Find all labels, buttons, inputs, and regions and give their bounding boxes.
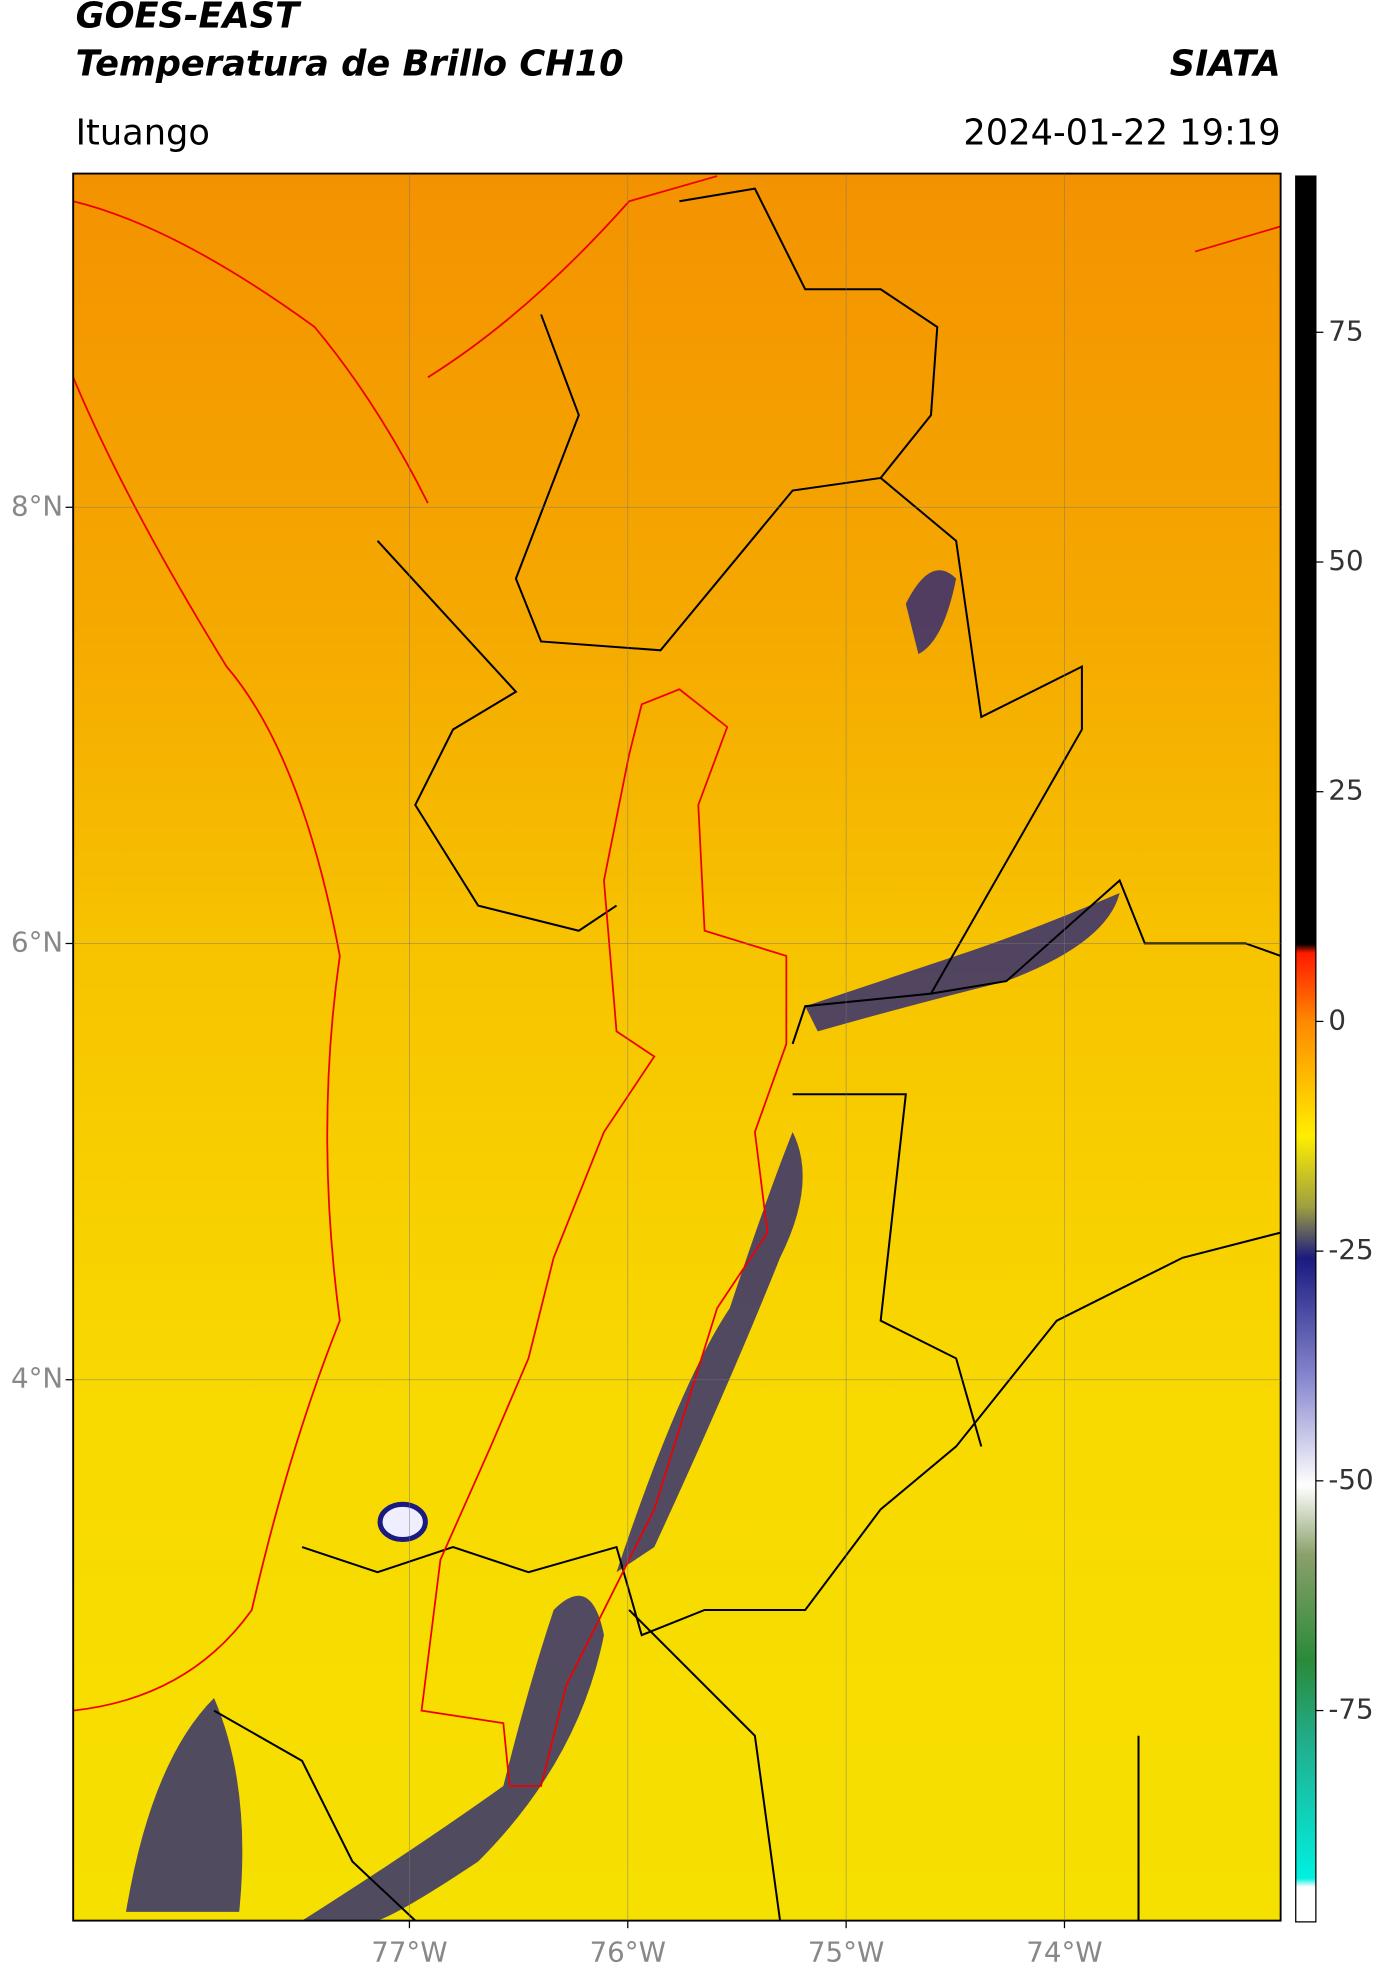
colorbar — [1295, 175, 1317, 1923]
location: Ituango — [76, 113, 210, 154]
y-tick-label: 6°N — [11, 925, 63, 958]
colorbar-tick-label: 0 — [1328, 1003, 1346, 1036]
colorbar-tick-label: -50 — [1328, 1463, 1373, 1496]
y-tick-label: 4°N — [11, 1362, 63, 1395]
datetime: 2024-01-22 19:19 — [963, 113, 1280, 154]
colorbar-tick-label: 25 — [1328, 774, 1363, 807]
map-frame — [72, 172, 1282, 1922]
title: GOES-EAST — [76, 0, 302, 37]
colorbar-tick-label: -75 — [1328, 1693, 1373, 1726]
map-image — [73, 173, 1281, 1921]
y-tick-label: 8°N — [11, 489, 63, 522]
x-tick-label: 76°W — [590, 1935, 666, 1968]
subtitle: Temperatura de Brillo CH10 — [76, 43, 624, 84]
brand: SIATA — [1170, 43, 1281, 84]
colorbar-tick-label: -25 — [1328, 1233, 1373, 1266]
x-tick-label: 75°W — [808, 1935, 884, 1968]
x-tick-label: 74°W — [1026, 1935, 1102, 1968]
x-tick-label: 77°W — [371, 1935, 447, 1968]
colorbar-tick-label: 50 — [1328, 544, 1363, 577]
colorbar-tick-label: 75 — [1328, 314, 1363, 347]
